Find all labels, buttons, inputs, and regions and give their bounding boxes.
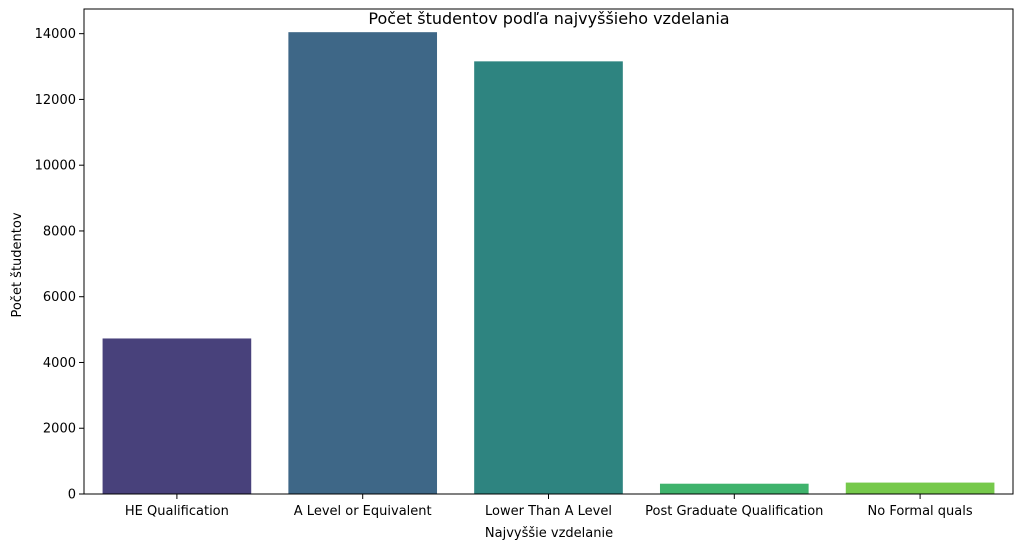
y-tick-label: 8000 [43,224,76,239]
bar-he-qualification [102,338,252,494]
x-tick-label: Lower Than A Level [485,504,612,519]
plot-frame [83,8,1014,495]
x-axis-ticks: HE Qualification A Level or Equivalent Low… [125,494,973,519]
y-tick-label: 10000 [35,159,76,174]
x-tick-label: Post Graduate Qualification [645,504,823,519]
bar-post-graduate-qualification [659,483,809,494]
bar-no-formal-quals [845,482,995,494]
bar-a-level-or-equivalent [288,32,438,495]
x-axis-label: Najvyššie vzdelanie [485,526,613,541]
y-tick-label: 0 [68,488,76,503]
x-tick-label: No Formal quals [868,504,973,519]
y-tick-label: 6000 [43,290,76,305]
y-tick-label: 2000 [43,422,76,437]
y-tick-label: 12000 [35,93,76,108]
x-tick-label: HE Qualification [125,504,229,519]
chart-title: Počet študentov podľa najvyššieho vzdela… [368,9,729,28]
bars-group [102,32,995,495]
y-axis-label: Počet študentov [10,212,25,317]
y-axis-ticks: 0 2000 4000 6000 8000 10000 12000 14000 [35,27,84,503]
y-tick-label: 14000 [35,27,76,42]
x-tick-label: A Level or Equivalent [294,504,432,519]
y-tick-label: 4000 [43,356,76,371]
bar-lower-than-a-level [474,61,623,494]
